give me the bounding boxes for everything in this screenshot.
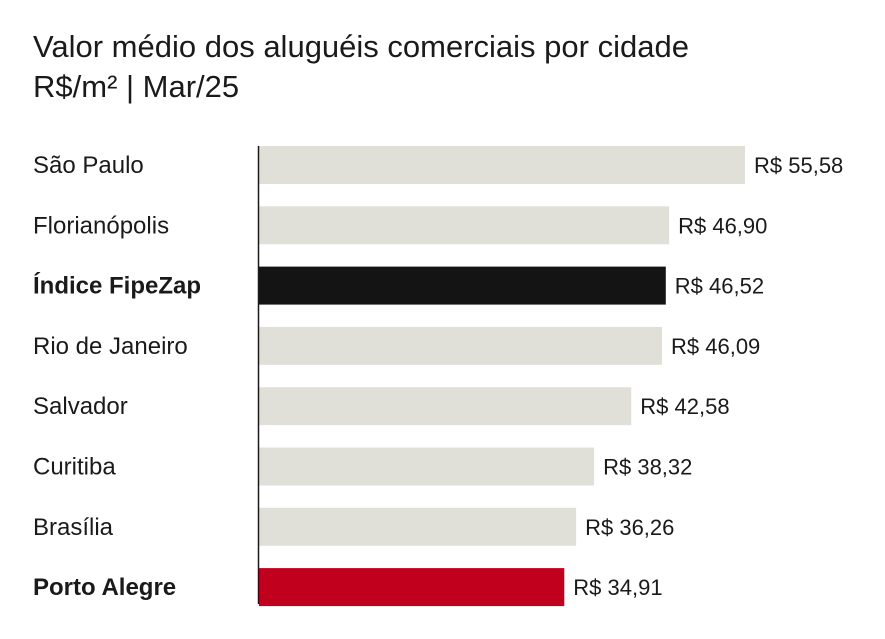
category-label-1: Florianópolis xyxy=(33,212,169,239)
category-label-3: Rio de Janeiro xyxy=(33,333,188,360)
category-label-0: São Paulo xyxy=(33,152,144,179)
value-label-2: R$ 46,52 xyxy=(675,274,764,299)
bar-0 xyxy=(259,146,745,184)
value-label-7: R$ 34,91 xyxy=(573,575,662,600)
category-label-6: Brasília xyxy=(33,514,114,541)
value-label-5: R$ 38,32 xyxy=(603,455,692,480)
value-label-6: R$ 36,26 xyxy=(585,515,674,540)
bar-1 xyxy=(259,206,670,245)
category-label-4: Salvador xyxy=(33,393,128,420)
category-label-7: Porto Alegre xyxy=(33,574,176,601)
bar-2 xyxy=(259,266,666,305)
category-label-5: Curitiba xyxy=(33,454,116,481)
bar-6 xyxy=(259,507,577,546)
value-label-0: R$ 55,58 xyxy=(754,153,843,178)
bar-7 xyxy=(259,568,565,607)
value-label-1: R$ 46,90 xyxy=(678,213,767,238)
value-label-3: R$ 46,09 xyxy=(671,334,760,359)
value-label-4: R$ 42,58 xyxy=(640,394,729,419)
chart-title: Valor médio dos aluguéis comerciais por … xyxy=(33,29,689,64)
bars-layer: São Paulo R$ 55,58 Florianópolis R$ 46,90 Ín… xyxy=(33,146,843,607)
bar-4 xyxy=(259,387,632,426)
bar-5 xyxy=(259,447,595,486)
category-label-2: Índice FipeZap xyxy=(33,272,201,300)
chart-subtitle: R$/m² | Mar/25 xyxy=(33,69,240,104)
bar-3 xyxy=(259,326,662,365)
